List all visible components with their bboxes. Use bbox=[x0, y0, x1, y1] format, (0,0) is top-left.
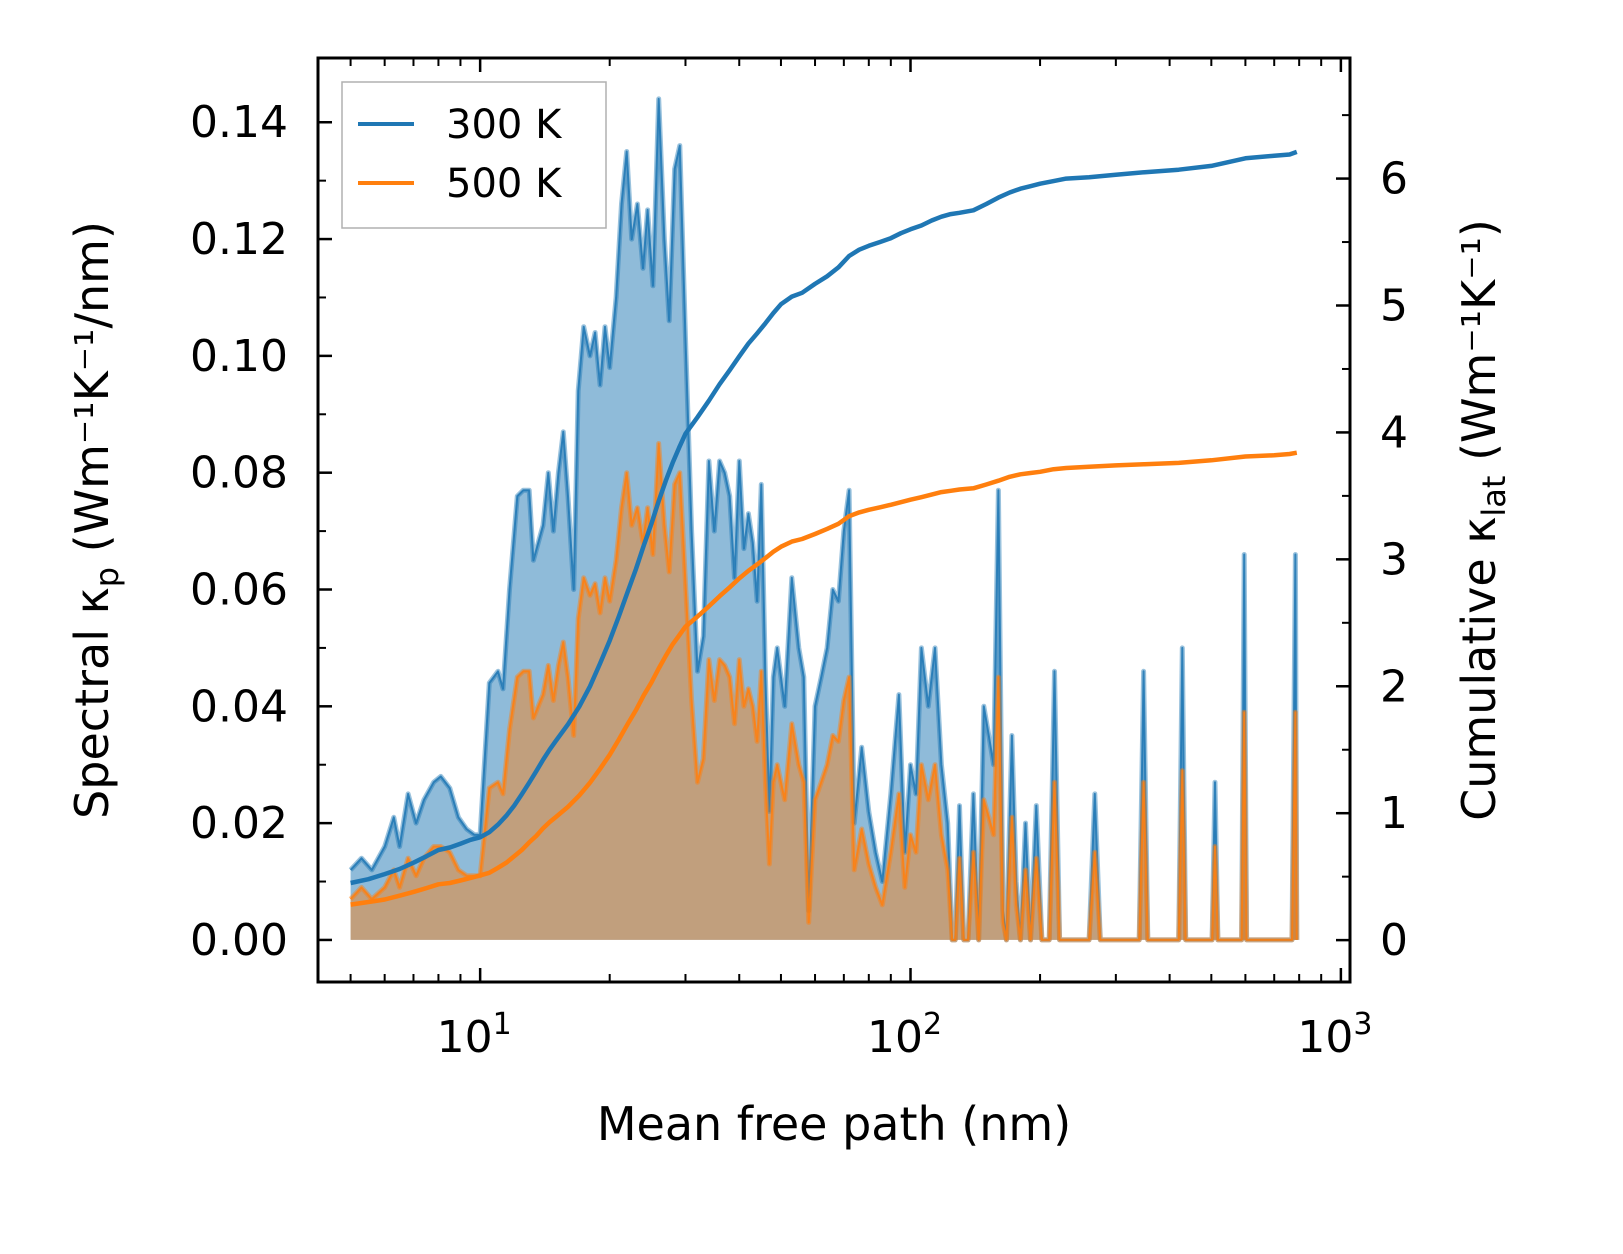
y-left-tick-label: 0.14 bbox=[190, 97, 288, 148]
y-right-tick-label: 0 bbox=[1380, 915, 1408, 966]
y-left-title-prefix: Spectral κ bbox=[65, 587, 119, 819]
y-right-tick-label: 3 bbox=[1380, 534, 1408, 585]
y-left-title-subscript: p bbox=[88, 567, 126, 587]
y-right-tick-label: 2 bbox=[1380, 661, 1408, 712]
y-left-title-units: (Wm⁻¹K⁻¹/nm) bbox=[65, 221, 119, 552]
x-tick-label: 102 bbox=[867, 1007, 942, 1063]
axis-ticks: 101 102 1030.000.020.040.060.080.100.120.1… bbox=[190, 58, 1408, 1063]
y-left-tick-label: 0.08 bbox=[190, 448, 288, 499]
cumulative-line-300k bbox=[350, 149, 1298, 886]
legend: 300 K 500 K bbox=[341, 81, 607, 229]
cumulative-line-500k bbox=[350, 450, 1298, 907]
y-right-title-subscript: lat bbox=[1475, 476, 1513, 517]
x-tick-base: 10 bbox=[867, 1012, 923, 1063]
y-right-tick-label: 4 bbox=[1380, 407, 1408, 458]
y-right-title-prefix: Cumulative κ bbox=[1452, 517, 1506, 821]
spectral-fill-500k bbox=[350, 443, 1297, 940]
legend-label-500k: 500 K bbox=[446, 161, 563, 207]
y-left-title-space bbox=[65, 552, 119, 567]
y-left-tick-label: 0.12 bbox=[190, 214, 288, 265]
y-right-axis-title: Cumulative κlat (Wm⁻¹K⁻¹) bbox=[1452, 219, 1513, 821]
spectral-outline-500k bbox=[349, 442, 1298, 941]
y-left-tick-label: 0.04 bbox=[190, 681, 288, 732]
x-axis-title: Mean free path (nm) bbox=[597, 1097, 1071, 1151]
y-right-title-units: (Wm⁻¹K⁻¹) bbox=[1452, 219, 1506, 461]
y-left-tick-label: 0.06 bbox=[190, 565, 288, 616]
y-left-axis-title: Spectral κp (Wm⁻¹K⁻¹/nm) bbox=[65, 221, 126, 819]
x-tick-exponent: 2 bbox=[923, 1007, 942, 1042]
legend-label-300k: 300 K bbox=[446, 102, 563, 148]
legend-frame bbox=[341, 81, 607, 229]
axes-frame bbox=[316, 56, 1352, 984]
y-left-tick-label: 0.02 bbox=[190, 798, 288, 849]
y-right-tick-label: 6 bbox=[1380, 154, 1408, 205]
x-tick-base: 10 bbox=[437, 1012, 493, 1063]
x-tick-exponent: 1 bbox=[493, 1007, 512, 1042]
y-right-title-space bbox=[1452, 461, 1506, 476]
spectral-fill-300k bbox=[350, 98, 1297, 940]
y-right-tick-label: 1 bbox=[1380, 788, 1408, 839]
x-tick-label: 103 bbox=[1297, 1007, 1372, 1063]
y-left-tick-label: 0.00 bbox=[190, 915, 288, 966]
y-left-tick-label: 0.10 bbox=[190, 331, 288, 382]
x-tick-base: 10 bbox=[1297, 1012, 1353, 1063]
plot-area bbox=[348, 96, 1300, 943]
x-tick-label: 101 bbox=[437, 1007, 512, 1063]
y-right-tick-label: 5 bbox=[1380, 281, 1408, 332]
x-tick-exponent: 3 bbox=[1353, 1007, 1372, 1042]
